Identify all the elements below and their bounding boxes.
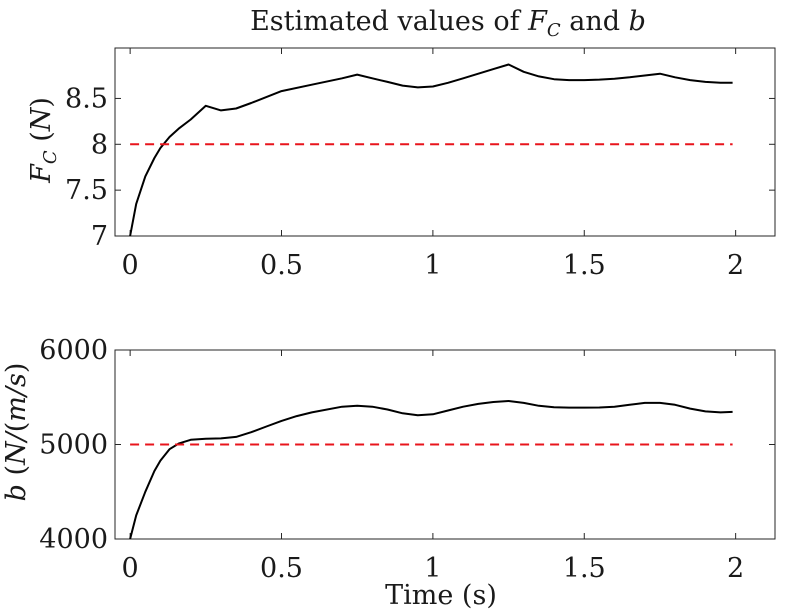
fc-xtick-label: 0	[122, 250, 139, 281]
fc-xtick-label: 2	[727, 250, 744, 281]
title-prefix: Estimated values of	[250, 6, 528, 37]
title-and: and	[561, 6, 629, 37]
b-xlabel: Time (s)	[385, 580, 497, 611]
fc-xtick-label: 1.5	[563, 250, 606, 281]
b-ylabel-open: (	[1, 465, 32, 484]
b-ylabel: b (N/(m/s)	[1, 363, 32, 502]
b-ylabel-symbol: b	[1, 484, 32, 501]
b-chart-panel: 0 0.5 1 1.5 2 4000 5000 6000	[39, 335, 776, 584]
b-xtick-label: 0.5	[260, 553, 303, 584]
fc-ylabel-unit-close: )	[26, 97, 57, 108]
figure-title: Estimated values of FC and b	[250, 6, 646, 41]
b-xtick-label: 0	[122, 553, 139, 584]
fc-axes-box	[114, 47, 776, 237]
fc-ytick-label: 7.5	[65, 175, 108, 206]
fc-ylabel-symbol: F	[26, 163, 57, 184]
b-ylabel-unit-open2: (	[1, 422, 32, 433]
fc-series-estimate-line	[129, 63, 733, 237]
fc-ylabel-unit-open: (	[26, 131, 57, 150]
fc-xtick-label: 1	[424, 250, 441, 281]
title-b-symbol: b	[629, 6, 646, 37]
b-xtick-label: 2	[727, 553, 744, 584]
b-ylabel-unit-close: )	[1, 363, 32, 374]
fc-ytick-label: 7	[91, 221, 108, 252]
fc-ylabel: FC (N)	[26, 97, 61, 184]
b-ylabel-unit: N/	[1, 429, 32, 466]
title-fc-subscript: C	[547, 20, 561, 41]
b-xtick-label: 1.5	[563, 553, 606, 584]
b-ytick-label: 5000	[39, 430, 108, 461]
fc-ytick-label: 8.5	[65, 83, 108, 114]
fc-ylabel-unit: N	[26, 106, 57, 132]
b-ytick-label: 4000	[39, 524, 108, 555]
fc-ytick-label: 8	[91, 129, 108, 160]
b-ytick-label: 6000	[39, 335, 108, 366]
b-ylabel-unit-ms: m/s	[1, 373, 32, 422]
b-xtick-label: 1	[424, 553, 441, 584]
b-series-estimate-line	[129, 400, 733, 540]
fc-xtick-label: 0.5	[260, 250, 303, 281]
fc-ylabel-subscript: C	[40, 150, 61, 164]
title-fc-symbol: F	[527, 6, 548, 37]
fc-chart-panel: 0 0.5 1 1.5 2 7 7.5 8 8.5	[65, 47, 776, 281]
